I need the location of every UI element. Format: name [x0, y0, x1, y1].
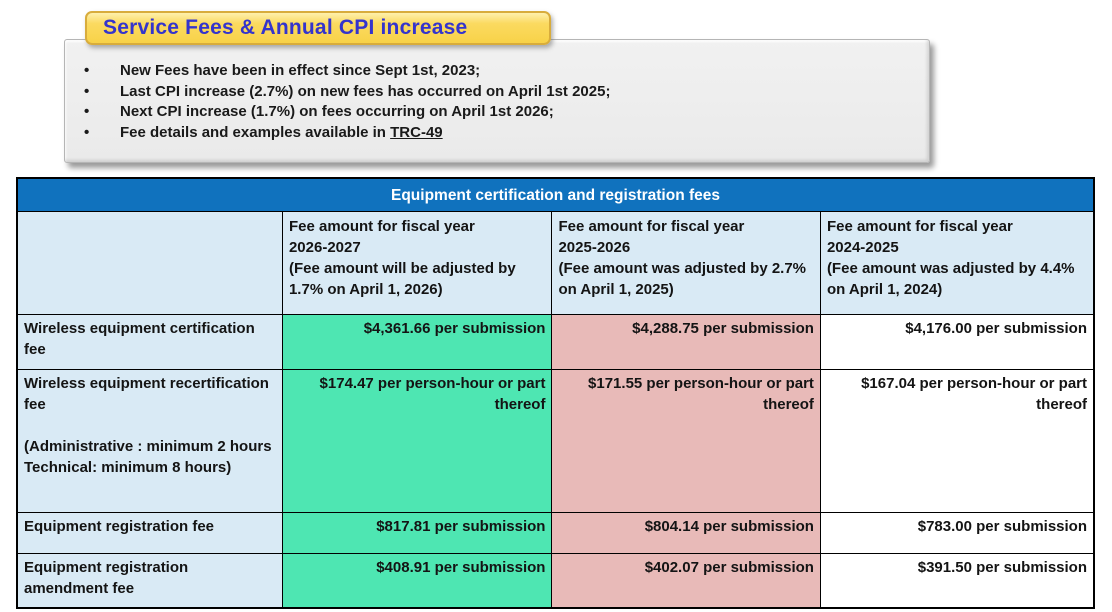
- notes-bullet-list: • New Fees have been in effect since Sep…: [84, 61, 904, 143]
- bullet-icon: •: [84, 103, 90, 120]
- row-label: Equipment registration amendment fee: [16, 553, 283, 609]
- trc-49-link[interactable]: TRC-49: [390, 123, 443, 141]
- fee-cell-fy2024-2025: $167.04 per person-hour or part thereof: [819, 369, 1095, 513]
- fee-cell-fy2024-2025: $4,176.00 per submission: [819, 314, 1095, 370]
- row-label: Wireless equipment recertification fee (…: [16, 369, 283, 513]
- bullet-text: New Fees have been in effect since Sept …: [120, 62, 481, 79]
- row-label: Wireless equipment certification fee: [16, 314, 283, 370]
- fee-cell-fy2026-2027: $408.91 per submission: [281, 553, 553, 609]
- list-item: • Next CPI increase (1.7%) on fees occur…: [84, 102, 904, 123]
- title-banner: Service Fees & Annual CPI increase: [85, 11, 551, 45]
- table-row-registration-fee: Equipment registration fee $817.81 per s…: [16, 512, 1095, 554]
- fee-cell-fy2025-2026: $171.55 per person-hour or part thereof: [551, 369, 821, 513]
- fee-cell-fy2024-2025: $783.00 per submission: [819, 512, 1095, 554]
- list-item: • Fee details and examples available in …: [84, 123, 904, 144]
- table-title: Equipment certification and registration…: [16, 177, 1095, 212]
- bullet-icon: •: [84, 62, 90, 79]
- bullet-text: Last CPI increase (2.7%) on new fees has…: [120, 82, 611, 100]
- row-label: Equipment registration fee: [16, 512, 283, 554]
- bullet-icon: •: [84, 82, 90, 100]
- column-header-fy2025-2026: Fee amount for fiscal year 2025-2026 (Fe…: [551, 211, 821, 315]
- page-title: Service Fees & Annual CPI increase: [103, 16, 468, 39]
- fee-cell-fy2025-2026: $4,288.75 per submission: [551, 314, 821, 370]
- bullet-text: Fee details and examples available in TR…: [120, 123, 443, 144]
- fee-cell-fy2026-2027: $174.47 per person-hour or part thereof: [281, 369, 553, 513]
- list-item: • Last CPI increase (2.7%) on new fees h…: [84, 82, 904, 103]
- table-row-registration-amendment-fee: Equipment registration amendment fee $40…: [16, 553, 1095, 609]
- column-header-blank: [16, 211, 283, 315]
- table-header-row: Fee amount for fiscal year 2026-2027 (Fe…: [16, 211, 1095, 315]
- bullet-text-prefix: Fee details and examples available in: [120, 123, 391, 141]
- bullet-icon: •: [84, 123, 90, 141]
- table-row-recertification-fee: Wireless equipment recertification fee (…: [16, 369, 1095, 513]
- fee-cell-fy2026-2027: $4,361.66 per submission: [281, 314, 553, 370]
- list-item: • New Fees have been in effect since Sep…: [84, 61, 904, 82]
- bullet-text: Next CPI increase (1.7%) on fees occurri…: [120, 103, 554, 120]
- fees-table-container: Equipment certification and registration…: [16, 177, 1095, 609]
- fees-table: Equipment certification and registration…: [16, 177, 1095, 609]
- column-header-fy2024-2025: Fee amount for fiscal year 2024-2025 (Fe…: [819, 211, 1095, 315]
- table-row-certification-fee: Wireless equipment certification fee $4,…: [16, 314, 1095, 370]
- fee-cell-fy2026-2027: $817.81 per submission: [281, 512, 553, 554]
- notes-box: [64, 39, 930, 163]
- column-header-fy2026-2027: Fee amount for fiscal year 2026-2027 (Fe…: [281, 211, 553, 315]
- fee-cell-fy2024-2025: $391.50 per submission: [819, 553, 1095, 609]
- fee-cell-fy2025-2026: $804.14 per submission: [551, 512, 821, 554]
- table-title-row: Equipment certification and registration…: [16, 177, 1095, 212]
- fee-cell-fy2025-2026: $402.07 per submission: [551, 553, 821, 609]
